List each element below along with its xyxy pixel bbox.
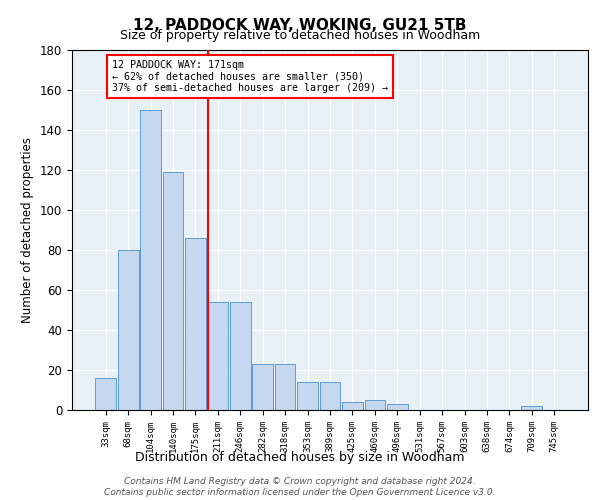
Bar — [387, 404, 407, 410]
Bar — [297, 382, 318, 410]
Text: 12, PADDOCK WAY, WOKING, GU21 5TB: 12, PADDOCK WAY, WOKING, GU21 5TB — [133, 18, 467, 32]
Bar — [230, 302, 251, 410]
Bar — [342, 402, 363, 410]
Bar — [320, 382, 340, 410]
Y-axis label: Number of detached properties: Number of detached properties — [22, 137, 34, 323]
Bar — [365, 400, 385, 410]
Bar — [163, 172, 184, 410]
Bar — [140, 110, 161, 410]
Bar — [521, 406, 542, 410]
Text: 12 PADDOCK WAY: 171sqm
← 62% of detached houses are smaller (350)
37% of semi-de: 12 PADDOCK WAY: 171sqm ← 62% of detached… — [112, 60, 388, 93]
Text: Distribution of detached houses by size in Woodham: Distribution of detached houses by size … — [135, 451, 465, 464]
Bar — [118, 250, 139, 410]
Text: Contains public sector information licensed under the Open Government Licence v3: Contains public sector information licen… — [104, 488, 496, 497]
Text: Size of property relative to detached houses in Woodham: Size of property relative to detached ho… — [120, 29, 480, 42]
Bar — [208, 302, 228, 410]
Bar — [275, 364, 295, 410]
Bar — [95, 378, 116, 410]
Bar — [253, 364, 273, 410]
Text: Contains HM Land Registry data © Crown copyright and database right 2024.: Contains HM Land Registry data © Crown c… — [124, 477, 476, 486]
Bar — [185, 238, 206, 410]
